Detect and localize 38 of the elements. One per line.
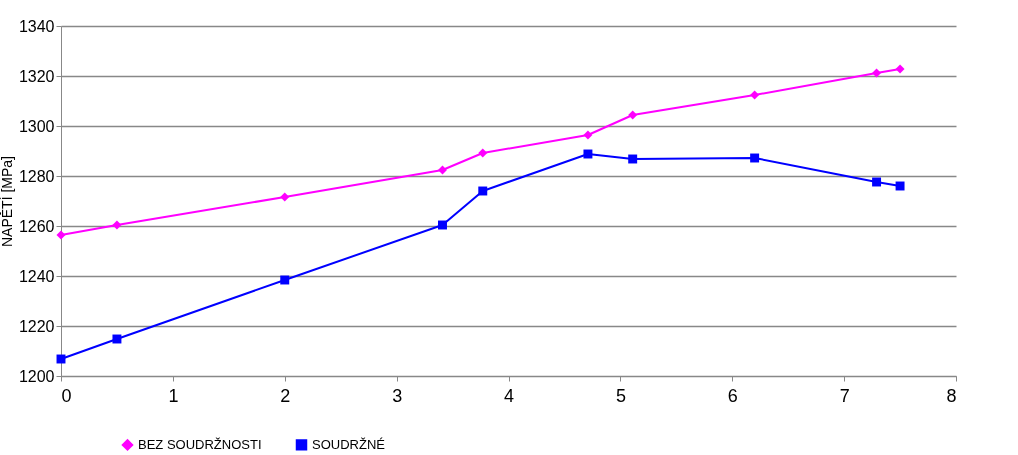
point [112,334,122,344]
y-tick-label: 1320 [18,67,55,85]
point [750,153,760,163]
point [895,64,905,74]
point [872,177,882,187]
x-tick-label: 6 [727,385,738,406]
x-tick-label: 3 [392,385,403,406]
x-tick-label: 8 [946,385,957,406]
y-tick-label: 1340 [18,17,55,35]
x-tick-label: 1 [168,385,179,406]
x-tick-label: 2 [280,385,291,406]
point [583,149,593,159]
x-tick-label: 0 [61,385,72,406]
point [895,181,905,191]
point [628,154,638,164]
y-tick-label: 1260 [18,217,55,235]
y-tick-label: 1200 [18,367,55,385]
point [438,220,447,230]
legend-label: BEZ SOUDRŽNOSTI [138,436,262,452]
y-tick-label: 1300 [18,117,55,135]
legend-label: SOUDRŽNÉ [312,436,386,452]
point [750,90,760,100]
point [478,148,488,158]
y-tick-label: 1220 [18,317,55,335]
x-tick-label: 5 [615,385,626,406]
x-tick-label: 4 [503,385,515,406]
point [56,230,66,240]
point [872,68,882,78]
y-tick-label: 1280 [18,167,55,185]
point [112,220,122,230]
point [280,275,290,285]
y-axis-title: NAPĚTÍ [MPa] [0,155,15,248]
point [583,130,593,140]
point [280,192,290,202]
point [628,110,638,120]
y-tick-label: 1240 [18,267,55,285]
x-tick-label: 7 [839,385,850,406]
point [478,186,488,196]
